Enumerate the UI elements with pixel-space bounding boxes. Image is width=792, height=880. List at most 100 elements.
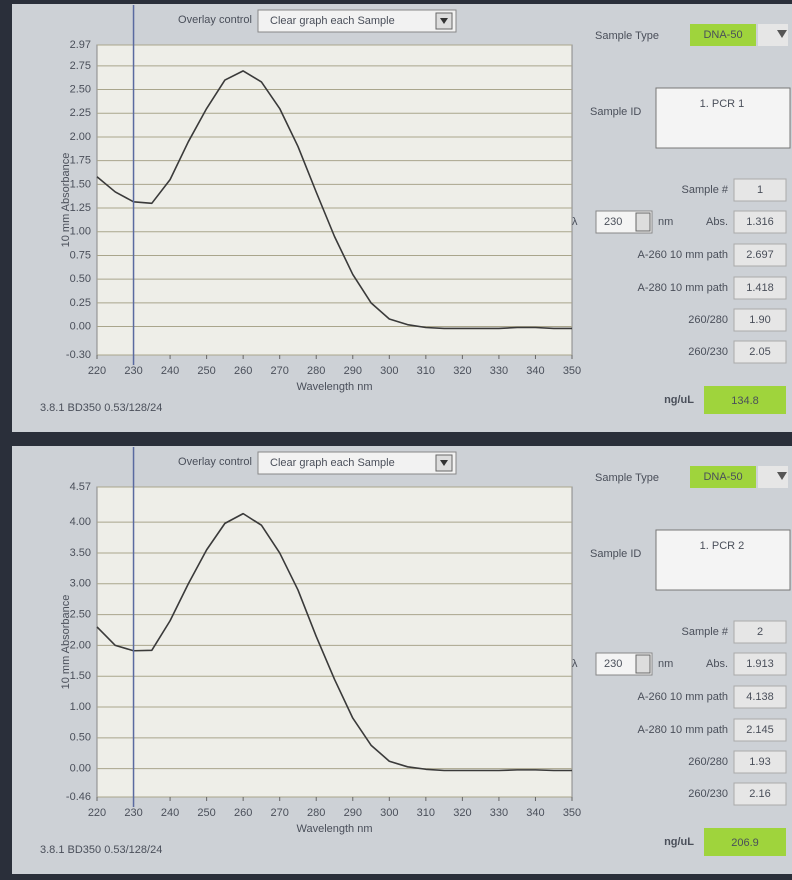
field-value: 2 <box>757 626 763 638</box>
y-tick-label: 2.50 <box>70 608 91 620</box>
x-tick-label: 320 <box>453 365 471 377</box>
y-axis-label: 10 mm Absorbance <box>60 153 72 248</box>
y-tick-label: 3.00 <box>70 578 91 590</box>
conc-value: 134.8 <box>731 395 759 407</box>
field-value: 1.316 <box>746 216 774 228</box>
x-tick-label: 280 <box>307 807 325 819</box>
field-value: 1 <box>757 184 763 196</box>
y-tick-label: 1.00 <box>70 226 91 238</box>
field-value: 2.697 <box>746 249 774 261</box>
field-label: A-260 10 mm path <box>638 249 729 261</box>
field-value: 2.145 <box>746 724 774 736</box>
overlay-value: Clear graph each Sample <box>270 457 395 469</box>
field-label: A-280 10 mm path <box>638 724 729 736</box>
x-tick-label: 330 <box>490 807 508 819</box>
sample-id: 1. PCR 1 <box>700 98 745 110</box>
panel: 4.574.003.503.002.502.001.501.000.500.00… <box>0 442 792 880</box>
sample-type-label: Sample Type <box>595 30 659 42</box>
conc-label: ng/uL <box>664 394 694 406</box>
x-tick-label: 270 <box>271 365 289 377</box>
sample-type-label: Sample Type <box>595 472 659 484</box>
sample-id: 1. PCR 2 <box>700 540 745 552</box>
sample-id-label: Sample ID <box>590 106 641 118</box>
x-tick-label: 220 <box>88 365 106 377</box>
field-label: 260/230 <box>688 346 728 358</box>
lambda-value: 230 <box>604 658 622 670</box>
x-tick-label: 290 <box>344 807 362 819</box>
lambda-spinner[interactable] <box>636 655 650 673</box>
x-tick-label: 350 <box>563 807 581 819</box>
field-label: 260/230 <box>688 788 728 800</box>
lambda-value: 230 <box>604 216 622 228</box>
y-tick-label: 0.50 <box>70 273 91 285</box>
sample-type: DNA-50 <box>703 471 742 483</box>
lambda-symbol: λ <box>572 216 578 228</box>
overlay-value: Clear graph each Sample <box>270 15 395 27</box>
field-value: 1.93 <box>749 756 770 768</box>
x-tick-label: 320 <box>453 807 471 819</box>
y-tick-label: -0.30 <box>66 349 91 361</box>
conc-value: 206.9 <box>731 837 759 849</box>
x-tick-label: 310 <box>417 365 435 377</box>
overlay-label: Overlay control <box>178 14 252 26</box>
field-label: 260/280 <box>688 756 728 768</box>
footer: 3.8.1 BD350 0.53/128/24 <box>40 844 162 856</box>
x-tick-label: 250 <box>197 365 215 377</box>
screen: 2.972.752.502.252.001.751.501.251.000.75… <box>0 0 792 880</box>
y-tick-label: 1.25 <box>70 202 91 214</box>
field-label: A-280 10 mm path <box>638 282 729 294</box>
field-label: 260/280 <box>688 314 728 326</box>
nm-label: nm <box>658 658 673 670</box>
x-tick-label: 240 <box>161 807 179 819</box>
x-tick-label: 250 <box>197 807 215 819</box>
lambda-spinner[interactable] <box>636 213 650 231</box>
panel: 2.972.752.502.252.001.751.501.251.000.75… <box>0 0 792 438</box>
x-tick-label: 340 <box>526 365 544 377</box>
field-value: 1.90 <box>749 314 770 326</box>
x-tick-label: 310 <box>417 807 435 819</box>
y-tick-label: 0.75 <box>70 249 91 261</box>
y-tick-label: 2.25 <box>70 107 91 119</box>
plot-area <box>97 487 572 797</box>
nm-label: nm <box>658 216 673 228</box>
field-value: 2.16 <box>749 788 770 800</box>
field-label: Sample # <box>682 626 729 638</box>
field-value: 4.138 <box>746 691 774 703</box>
x-tick-label: 300 <box>380 807 398 819</box>
field-value: 1.913 <box>746 658 774 670</box>
y-tick-label: 2.75 <box>70 60 91 72</box>
field-label: Abs. <box>706 658 728 670</box>
y-tick-label: 1.50 <box>70 178 91 190</box>
field-value: 1.418 <box>746 282 774 294</box>
y-tick-label: -0.46 <box>66 791 91 803</box>
y-tick-label: 2.00 <box>70 131 91 143</box>
lambda-symbol: λ <box>572 658 578 670</box>
x-tick-label: 330 <box>490 365 508 377</box>
x-tick-label: 280 <box>307 365 325 377</box>
conc-label: ng/uL <box>664 836 694 848</box>
x-tick-label: 350 <box>563 365 581 377</box>
sample-type: DNA-50 <box>703 29 742 41</box>
plot-area <box>97 45 572 355</box>
x-tick-label: 270 <box>271 807 289 819</box>
y-tick-label: 0.00 <box>70 320 91 332</box>
x-tick-label: 230 <box>124 807 142 819</box>
y-tick-label: 0.50 <box>70 732 91 744</box>
x-axis-label: Wavelength nm <box>296 823 372 835</box>
footer: 3.8.1 BD350 0.53/128/24 <box>40 402 162 414</box>
x-tick-label: 290 <box>344 365 362 377</box>
x-tick-label: 300 <box>380 365 398 377</box>
field-label: Sample # <box>682 184 729 196</box>
sample-id-label: Sample ID <box>590 548 641 560</box>
y-tick-label: 1.75 <box>70 155 91 167</box>
y-axis-label: 10 mm Absorbance <box>60 595 72 690</box>
y-tick-label: 2.50 <box>70 83 91 95</box>
y-tick-label: 1.00 <box>70 701 91 713</box>
y-tick-label: 4.00 <box>70 516 91 528</box>
x-tick-label: 260 <box>234 807 252 819</box>
y-tick-label: 0.25 <box>70 297 91 309</box>
x-tick-label: 340 <box>526 807 544 819</box>
y-tick-label: 3.50 <box>70 547 91 559</box>
field-label: Abs. <box>706 216 728 228</box>
x-tick-label: 260 <box>234 365 252 377</box>
